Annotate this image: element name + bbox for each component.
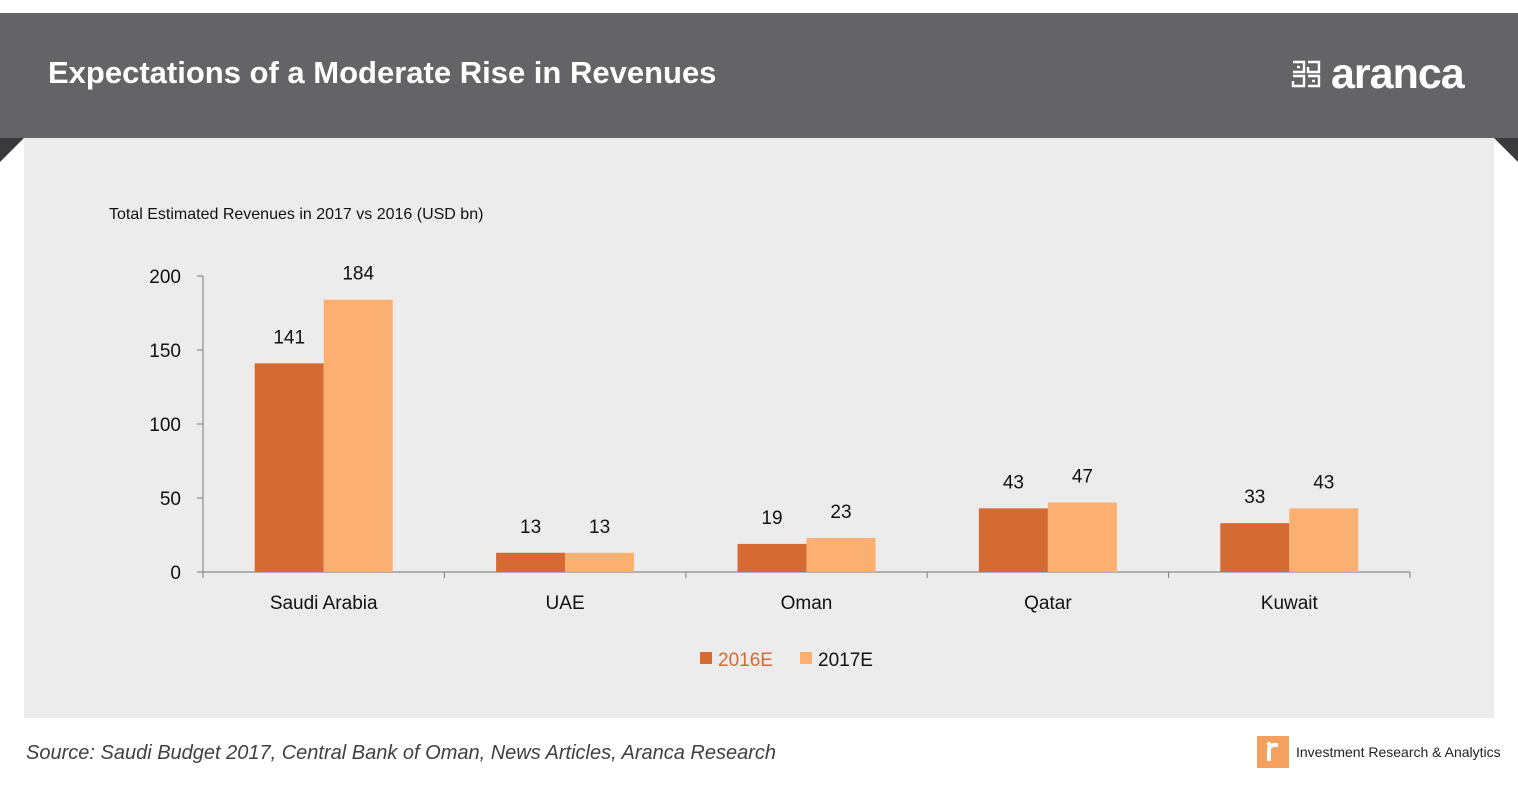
source-note: Source: Saudi Budget 2017, Central Bank … bbox=[26, 742, 777, 764]
data-label: 19 bbox=[761, 508, 782, 529]
legend-label: 2017E bbox=[818, 650, 873, 671]
data-label: 141 bbox=[273, 327, 305, 348]
category-label: Saudi Arabia bbox=[270, 593, 378, 614]
y-tick-label: 200 bbox=[149, 267, 181, 288]
aranca-mark-icon bbox=[1291, 60, 1321, 88]
data-label: 23 bbox=[830, 502, 851, 523]
banner-fold-left bbox=[0, 138, 24, 162]
banner-fold-right bbox=[1494, 138, 1518, 162]
page-title: Expectations of a Moderate Rise in Reven… bbox=[48, 55, 717, 90]
aranca-badge-icon bbox=[1257, 736, 1289, 768]
category-label: Qatar bbox=[1024, 593, 1072, 614]
bar-2016e bbox=[978, 508, 1048, 572]
brand-tagline: Investment Research & Analytics bbox=[1296, 744, 1501, 760]
bar-2016e bbox=[737, 543, 807, 572]
bar-2017e bbox=[1289, 508, 1359, 572]
category-label: Kuwait bbox=[1261, 593, 1319, 614]
y-tick-label: 100 bbox=[149, 415, 181, 436]
data-label: 184 bbox=[342, 264, 374, 285]
data-label: 13 bbox=[520, 517, 541, 538]
aranca-logo: aranca bbox=[1291, 50, 1465, 98]
bar-2016e bbox=[496, 552, 566, 572]
data-label: 13 bbox=[589, 517, 610, 538]
chart-title: Total Estimated Revenues in 2017 vs 2016… bbox=[109, 206, 484, 223]
y-tick-label: 50 bbox=[160, 489, 181, 510]
legend-label: 2016E bbox=[718, 650, 773, 671]
y-tick-label: 0 bbox=[170, 563, 181, 584]
category-label: Oman bbox=[781, 593, 833, 614]
bar-2017e bbox=[806, 537, 876, 572]
bar-2016e bbox=[1220, 523, 1290, 572]
bar-2017e bbox=[323, 299, 393, 572]
category-label: UAE bbox=[546, 593, 585, 614]
header-banner bbox=[0, 13, 1518, 138]
data-label: 33 bbox=[1244, 487, 1265, 508]
data-label: 43 bbox=[1313, 472, 1334, 493]
bar-2017e bbox=[1047, 502, 1117, 572]
brand-name: aranca bbox=[1331, 50, 1465, 98]
bar-2017e bbox=[565, 552, 635, 572]
y-tick-label: 150 bbox=[149, 341, 181, 362]
legend-swatch bbox=[700, 652, 712, 664]
bar-2016e bbox=[254, 363, 324, 572]
legend-swatch bbox=[800, 652, 812, 664]
data-label: 43 bbox=[1003, 472, 1024, 493]
data-label: 47 bbox=[1072, 466, 1093, 487]
